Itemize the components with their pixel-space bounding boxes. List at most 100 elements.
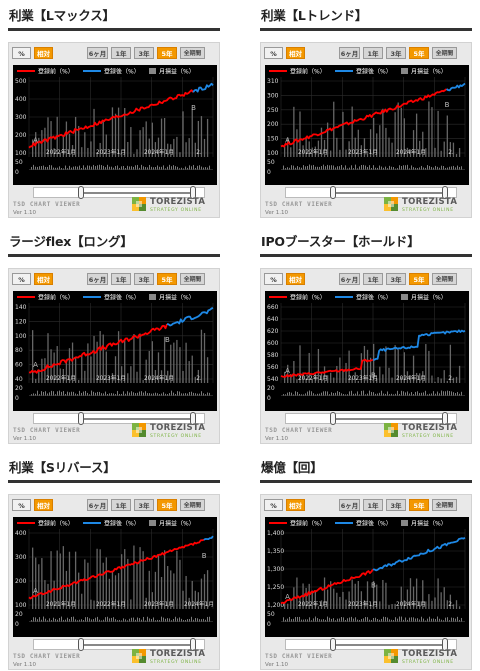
period-button-5-years[interactable]: 5年 xyxy=(409,47,429,59)
monthly-bar xyxy=(428,594,430,609)
period-button-5-years[interactable]: 5年 xyxy=(409,499,429,511)
torezista-logo[interactable]: TOREZISTA STRATEGY ONLINE xyxy=(383,422,469,442)
range-slider[interactable] xyxy=(285,186,457,199)
period-button-3-years[interactable]: 3年 xyxy=(386,273,406,285)
performance-chart[interactable]: 登録前（%） 登録後（%） 月損益（%） 400 300 200 100 20 0 A B 2021年… xyxy=(13,517,217,637)
range-start-handle[interactable] xyxy=(78,638,84,651)
period-button-3-years[interactable]: 3年 xyxy=(386,499,406,511)
period-button-6-months[interactable]: 6ヶ月 xyxy=(339,273,360,285)
range-slider[interactable] xyxy=(33,638,205,651)
range-end-handle[interactable] xyxy=(190,412,196,425)
range-start-handle[interactable] xyxy=(78,186,84,199)
period-button-6-months[interactable]: 6ヶ月 xyxy=(87,273,108,285)
viewer-version: Ver 1.10 xyxy=(13,210,36,216)
range-slider[interactable] xyxy=(285,638,457,651)
range-start-handle[interactable] xyxy=(330,412,336,425)
performance-chart[interactable]: 登録前（%） 登録後（%） 月損益（%） 310 300 250 200 150 100 50 0 A… xyxy=(265,65,469,185)
period-button-3-years[interactable]: 3年 xyxy=(134,499,154,511)
monthly-bar xyxy=(154,370,157,383)
range-slider[interactable] xyxy=(285,412,457,425)
relative-button[interactable]: 相対 xyxy=(286,499,305,511)
sub-bar xyxy=(165,393,166,396)
range-end-handle[interactable] xyxy=(442,412,448,425)
range-end-handle[interactable] xyxy=(442,638,448,651)
percent-button[interactable]: % xyxy=(264,499,283,511)
period-button-1-year[interactable]: 1年 xyxy=(111,47,131,59)
sub-bar xyxy=(147,167,148,170)
monthly-bar xyxy=(160,576,163,609)
monthly-bar xyxy=(373,117,375,157)
monthly-bar xyxy=(422,371,424,383)
sub-bar xyxy=(373,392,374,396)
relative-button[interactable]: 相対 xyxy=(34,273,53,285)
period-button-6-months[interactable]: 6ヶ月 xyxy=(339,47,360,59)
sub-bar xyxy=(87,392,88,396)
period-button-5-years[interactable]: 5年 xyxy=(157,273,177,285)
torezista-logo[interactable]: TOREZISTA STRATEGY ONLINE xyxy=(131,422,217,442)
performance-chart[interactable]: 登録前（%） 登録後（%） 月損益（%） 500 400 300 200 100 50 0 A B 20… xyxy=(13,65,217,185)
sub-bar xyxy=(305,166,306,170)
period-button-all-period[interactable]: 全期間 xyxy=(432,499,457,511)
range-end-handle[interactable] xyxy=(190,186,196,199)
period-button-1-year[interactable]: 1年 xyxy=(363,499,383,511)
range-start-handle[interactable] xyxy=(330,186,336,199)
period-button-3-years[interactable]: 3年 xyxy=(386,47,406,59)
range-end-handle[interactable] xyxy=(442,186,448,199)
period-button-5-years[interactable]: 5年 xyxy=(157,47,177,59)
viewer-version: Ver 1.10 xyxy=(265,436,288,442)
percent-button[interactable]: % xyxy=(12,47,31,59)
period-button-all-period[interactable]: 全期間 xyxy=(180,273,205,285)
sub-bar xyxy=(35,166,36,170)
sub-bar xyxy=(51,620,52,622)
period-button-6-months[interactable]: 6ヶ月 xyxy=(87,47,108,59)
period-button-1-year[interactable]: 1年 xyxy=(111,273,131,285)
range-slider[interactable] xyxy=(33,186,205,199)
torezista-logo[interactable]: TOREZISTA STRATEGY ONLINE xyxy=(131,196,217,216)
period-button-all-period[interactable]: 全期間 xyxy=(432,47,457,59)
sub-bar xyxy=(157,619,158,622)
period-button-1-year[interactable]: 1年 xyxy=(363,273,383,285)
x-tick-label: 2. xyxy=(448,376,454,382)
monthly-bar xyxy=(68,133,71,157)
period-button-5-years[interactable]: 5年 xyxy=(409,273,429,285)
period-button-1-year[interactable]: 1年 xyxy=(363,47,383,59)
range-end-handle[interactable] xyxy=(190,638,196,651)
performance-chart[interactable]: 登録前（%） 登録後（%） 月損益（%） 140 120 100 80 60 40 20 0 A B 20… xyxy=(13,291,217,411)
period-button-6-months[interactable]: 6ヶ月 xyxy=(87,499,108,511)
period-button-6-months[interactable]: 6ヶ月 xyxy=(339,499,360,511)
percent-button[interactable]: % xyxy=(12,499,31,511)
torezista-logo[interactable]: TOREZISTA STRATEGY ONLINE xyxy=(383,648,469,668)
sub-bar xyxy=(55,167,56,170)
sub-bar xyxy=(427,618,428,622)
relative-button[interactable]: 相対 xyxy=(34,47,53,59)
monthly-bar xyxy=(179,152,181,157)
period-button-all-period[interactable]: 全期間 xyxy=(180,47,205,59)
performance-chart[interactable]: 登録前（%） 登録後（%） 月損益（%） 1,400 1,350 1,300 1,250 1,… xyxy=(265,517,469,637)
monthly-bar xyxy=(78,572,80,609)
relative-button[interactable]: 相対 xyxy=(286,273,305,285)
period-button-3-years[interactable]: 3年 xyxy=(134,273,154,285)
relative-button[interactable]: 相対 xyxy=(286,47,305,59)
period-button-5-years[interactable]: 5年 xyxy=(157,499,177,511)
period-button-all-period[interactable]: 全期間 xyxy=(180,499,205,511)
monthly-bar xyxy=(130,366,132,383)
range-slider[interactable] xyxy=(33,412,205,425)
percent-button[interactable]: % xyxy=(264,47,283,59)
range-start-handle[interactable] xyxy=(330,638,336,651)
percent-button[interactable]: % xyxy=(264,273,283,285)
panel-title: 利業【Lマックス】 xyxy=(9,8,115,23)
range-start-handle[interactable] xyxy=(78,412,84,425)
monthly-bar xyxy=(93,600,95,609)
period-button-1-year[interactable]: 1年 xyxy=(111,499,131,511)
range-slider-track xyxy=(82,644,193,646)
percent-button[interactable]: % xyxy=(12,273,31,285)
sub-bar xyxy=(451,391,452,396)
sub-bar xyxy=(433,618,434,622)
period-button-3-years[interactable]: 3年 xyxy=(134,47,154,59)
sub-bar xyxy=(141,164,142,170)
period-button-all-period[interactable]: 全期間 xyxy=(432,273,457,285)
torezista-logo[interactable]: TOREZISTA STRATEGY ONLINE xyxy=(383,196,469,216)
performance-chart[interactable]: 登録前（%） 登録後（%） 月損益（%） 660 640 620 600 580 560 540 2… xyxy=(265,291,469,411)
relative-button[interactable]: 相対 xyxy=(34,499,53,511)
torezista-logo[interactable]: TOREZISTA STRATEGY ONLINE xyxy=(131,648,217,668)
